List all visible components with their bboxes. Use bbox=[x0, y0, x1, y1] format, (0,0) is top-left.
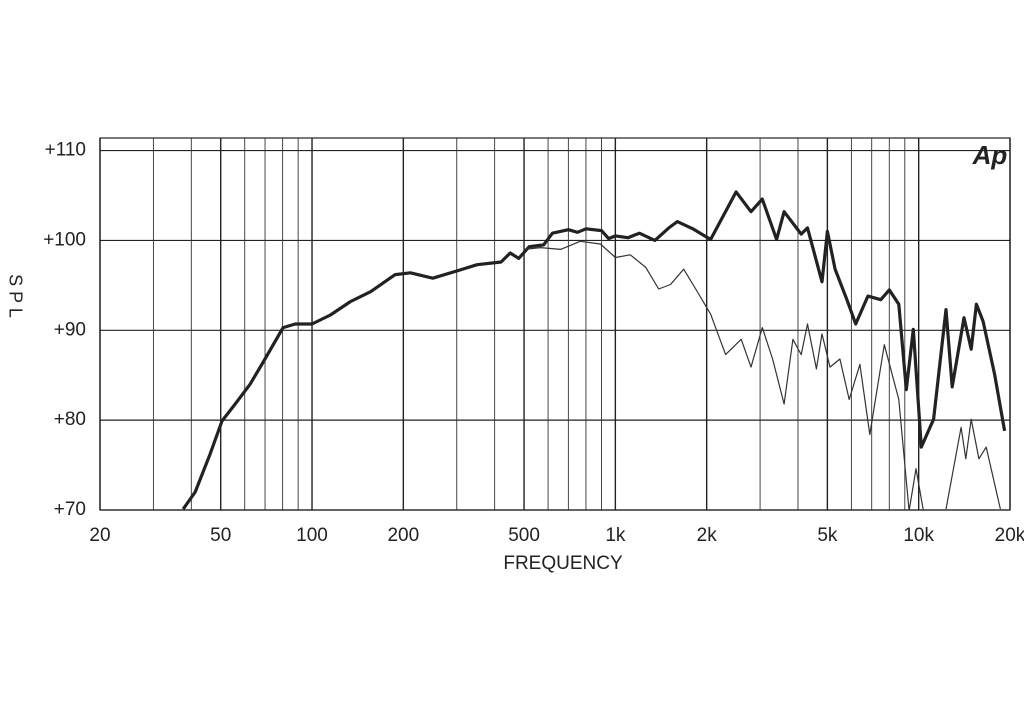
y-tick-label: +70 bbox=[54, 499, 86, 520]
x-tick-label: 20k bbox=[995, 525, 1024, 546]
x-tick-label: 200 bbox=[387, 525, 419, 546]
y-tick-label: +80 bbox=[54, 409, 86, 430]
logo: Ap bbox=[972, 140, 1008, 170]
x-tick-label: 500 bbox=[508, 525, 540, 546]
x-axis-label: FREQUENCY bbox=[503, 553, 623, 574]
y-tick-label: +110 bbox=[45, 140, 86, 161]
response-line bbox=[523, 240, 1001, 510]
y-tick-label: +100 bbox=[43, 229, 86, 250]
y-axis-label: S P L bbox=[5, 274, 25, 318]
x-tick-label: 1k bbox=[605, 525, 626, 546]
x-tick-label: 5k bbox=[817, 525, 838, 546]
response-line bbox=[181, 190, 1007, 510]
y-tick-label: +90 bbox=[54, 319, 86, 340]
x-tick-label: 50 bbox=[210, 525, 231, 546]
plot-frame bbox=[99, 137, 1011, 511]
x-tick-label: 10k bbox=[903, 525, 934, 546]
x-tick-label: 2k bbox=[697, 525, 718, 546]
x-tick-label: 20 bbox=[89, 525, 110, 546]
x-tick-label: 100 bbox=[296, 525, 328, 546]
